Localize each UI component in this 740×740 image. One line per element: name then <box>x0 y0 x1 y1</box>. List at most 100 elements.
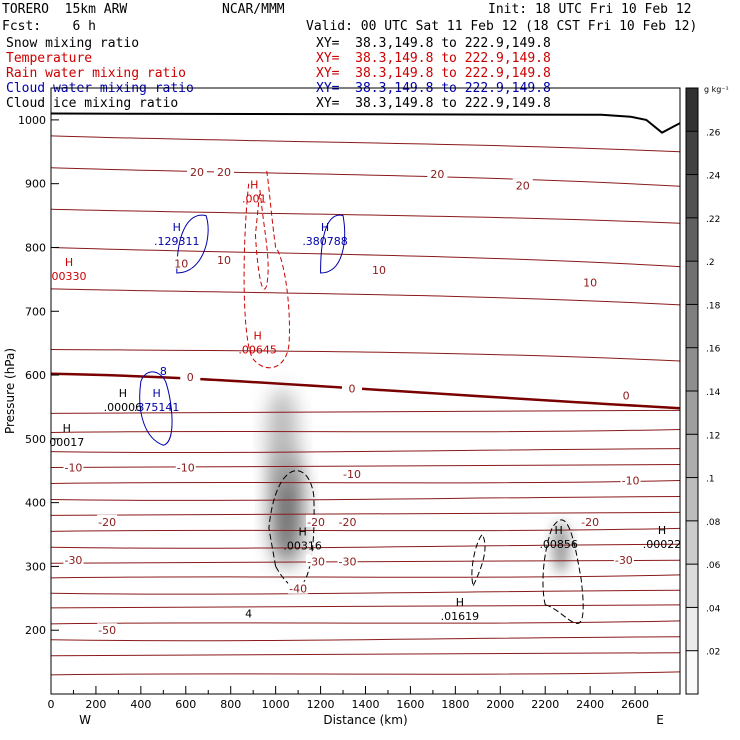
isotherm-label-bg <box>171 256 192 269</box>
x-tick-label: 2000 <box>486 698 514 711</box>
y-tick-label: 500 <box>25 433 46 446</box>
colorbar-unit: g kg⁻¹ <box>704 85 729 94</box>
isotherm-label: 20 <box>430 168 444 181</box>
isotherm-label-bg <box>63 553 84 566</box>
y-tick-label: 200 <box>25 624 46 637</box>
isotherm-line <box>50 559 681 564</box>
isotherm-label: -30 <box>307 555 325 568</box>
field-label: Rain water mixing ratio <box>6 66 187 81</box>
isotherm-line <box>50 495 681 501</box>
y-tick-label: 1000 <box>18 114 46 127</box>
isotherm-line <box>50 349 681 362</box>
y-tick-label: 400 <box>25 497 46 510</box>
isotherm-label: 0 <box>623 389 630 402</box>
field-coords: XY= 38.3,149.8 to 222.9,149.8 <box>316 36 551 51</box>
x-tick-label: 400 <box>130 698 151 711</box>
isotherm-label-bg <box>580 514 601 527</box>
maximum-value: .00856 <box>539 538 578 551</box>
model-title: TORERO 15km ARW <box>2 2 128 17</box>
maximum-marker: H <box>456 596 464 609</box>
y-tick-label: 300 <box>25 560 46 573</box>
field-coords: XY= 38.3,149.8 to 222.9,149.8 <box>316 96 551 111</box>
colorbar-swatch <box>686 607 698 651</box>
isotherm-label-bg <box>213 253 234 266</box>
colorbar-swatch <box>686 347 698 391</box>
colorbar-swatch <box>686 217 698 262</box>
colorbar-label: .12 <box>706 431 720 441</box>
isotherm-line <box>50 208 681 224</box>
colorbar-label: .22 <box>706 215 720 225</box>
colorbar-label: .04 <box>706 604 721 614</box>
isotherm-label-bg <box>580 275 601 288</box>
colorbar-label: .02 <box>706 648 720 658</box>
maximum-value: .375141 <box>134 401 180 414</box>
isotherm-label: -50 <box>98 624 116 637</box>
x-tick-label: 1600 <box>396 698 424 711</box>
isotherm-label-bg <box>337 554 358 567</box>
x-tick-label: 800 <box>220 698 241 711</box>
isotherm-label: 10 <box>583 277 597 290</box>
isotherm-line <box>50 574 681 579</box>
isotherm-line <box>50 288 681 306</box>
colorbar-swatch <box>686 131 698 175</box>
isotherm-label: 10 <box>372 264 386 277</box>
org-label: NCAR/MMM <box>222 2 285 17</box>
isotherm-label: -20 <box>98 516 116 529</box>
isotherm-label-bg <box>306 514 327 527</box>
colorbar-label: .16 <box>706 345 721 355</box>
isotherm-label: 10 <box>217 254 231 267</box>
maximum-marker: H <box>65 256 73 269</box>
contour-label: 4 <box>245 607 252 620</box>
terrain-line <box>50 112 681 134</box>
colorbar-swatch <box>686 520 698 565</box>
maximum-value: .380788 <box>302 235 348 248</box>
snow-shading <box>552 521 570 573</box>
maximum-marker: H <box>298 525 306 538</box>
isotherm-label: -10 <box>622 474 640 487</box>
forecast-hour: Fcst: 6 h <box>2 19 96 34</box>
colorbar-swatch <box>686 88 698 132</box>
x-tick-label: 200 <box>85 698 106 711</box>
colorbar-label: .26 <box>706 128 721 138</box>
isotherm-label: -10 <box>343 468 361 481</box>
maximum-marker: H <box>321 221 329 234</box>
contour-label: 8 <box>160 365 167 378</box>
maximum-marker: H <box>152 387 160 400</box>
isotherm-line <box>50 671 681 676</box>
colorbar-label: .06 <box>706 561 721 571</box>
isotherm-label-bg <box>342 466 363 479</box>
cloudwater-contour <box>176 214 209 274</box>
x-axis-label: Distance (km) <box>323 713 407 727</box>
maximum-marker: H <box>250 178 258 191</box>
isotherm-label: 20 <box>516 180 530 193</box>
isotherm-line <box>50 543 681 549</box>
maximum-marker: H <box>119 387 127 400</box>
isotherm-label-bg <box>337 514 358 527</box>
maximum-value: .01619 <box>441 610 480 623</box>
isotherm-label-bg <box>616 388 637 401</box>
isotherm-label: -20 <box>339 516 357 529</box>
y-axis-label: Pressure (hPa) <box>3 348 17 434</box>
field-label: Temperature <box>6 51 93 66</box>
isotherm-label-bg <box>368 262 389 275</box>
isotherm-line <box>50 527 681 532</box>
rain-contour <box>254 190 269 290</box>
isotherm-label: -30 <box>339 555 357 568</box>
isotherm-label: 0 <box>349 382 356 395</box>
maximum-value: .001 <box>242 192 267 205</box>
east-label: E <box>656 713 664 727</box>
isotherm-line <box>50 479 681 484</box>
west-label: W <box>79 713 91 727</box>
isotherm-line <box>50 428 681 433</box>
colorbar-swatch <box>686 174 698 218</box>
x-tick-label: 0 <box>48 698 55 711</box>
isotherm-label: -20 <box>307 516 325 529</box>
y-tick-label: 600 <box>25 369 46 382</box>
isotherm-label: -30 <box>64 554 82 567</box>
x-tick-label: 2600 <box>621 698 649 711</box>
x-tick-label: 1200 <box>307 698 335 711</box>
snow-shading <box>267 387 298 490</box>
isotherm-label-bg <box>63 460 84 473</box>
colorbar-label: .18 <box>706 301 721 311</box>
isotherm-label: 0 <box>187 371 194 384</box>
